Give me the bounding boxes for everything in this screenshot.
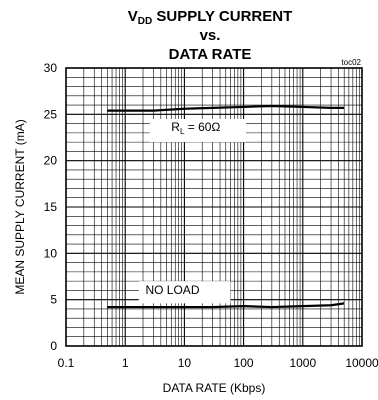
y-axis-label: MEAN SUPPLY CURRENT (mA): [13, 119, 27, 294]
annotation-background: [138, 281, 231, 304]
x-tick-label: 10000: [345, 356, 378, 370]
y-tick-label: 0: [50, 339, 57, 353]
chart-title-line1: VDD SUPPLY CURRENT: [128, 8, 293, 27]
y-tick-label: 25: [44, 107, 58, 121]
series-line-2: [107, 302, 345, 309]
x-tick-label: 1000: [289, 356, 316, 370]
series-group: [107, 104, 345, 309]
plot-frame: [65, 67, 363, 347]
series-line-1: [107, 104, 345, 112]
annotation-group: RL = 60Ω NO LOAD: [145, 120, 220, 297]
y-tick-label: 10: [44, 246, 58, 260]
x-tick-label: 100: [234, 356, 254, 370]
y-tick-label: 20: [44, 154, 58, 168]
x-tick-label: 1: [122, 356, 129, 370]
y-axis-ticks: 0 5 10 15 20 25 30: [44, 61, 58, 353]
figure-tag: toc02: [341, 58, 361, 67]
x-axis-ticks: 0.1 1 10 100 1000 10000: [58, 356, 378, 370]
y-tick-label: 5: [50, 293, 57, 307]
annotation-background: [149, 118, 247, 143]
chart-title-line3: DATA RATE: [169, 46, 252, 63]
chart-title-line2: vs.: [200, 27, 221, 44]
y-tick-label: 30: [44, 61, 58, 75]
x-tick-label: 10: [178, 356, 192, 370]
annotation-rl: RL = 60Ω: [171, 120, 220, 136]
y-tick-label: 15: [44, 200, 58, 214]
annotation-no-load: NO LOAD: [145, 283, 199, 297]
x-tick-label: 0.1: [58, 356, 75, 370]
x-axis-label: DATA RATE (Kbps): [163, 381, 266, 395]
